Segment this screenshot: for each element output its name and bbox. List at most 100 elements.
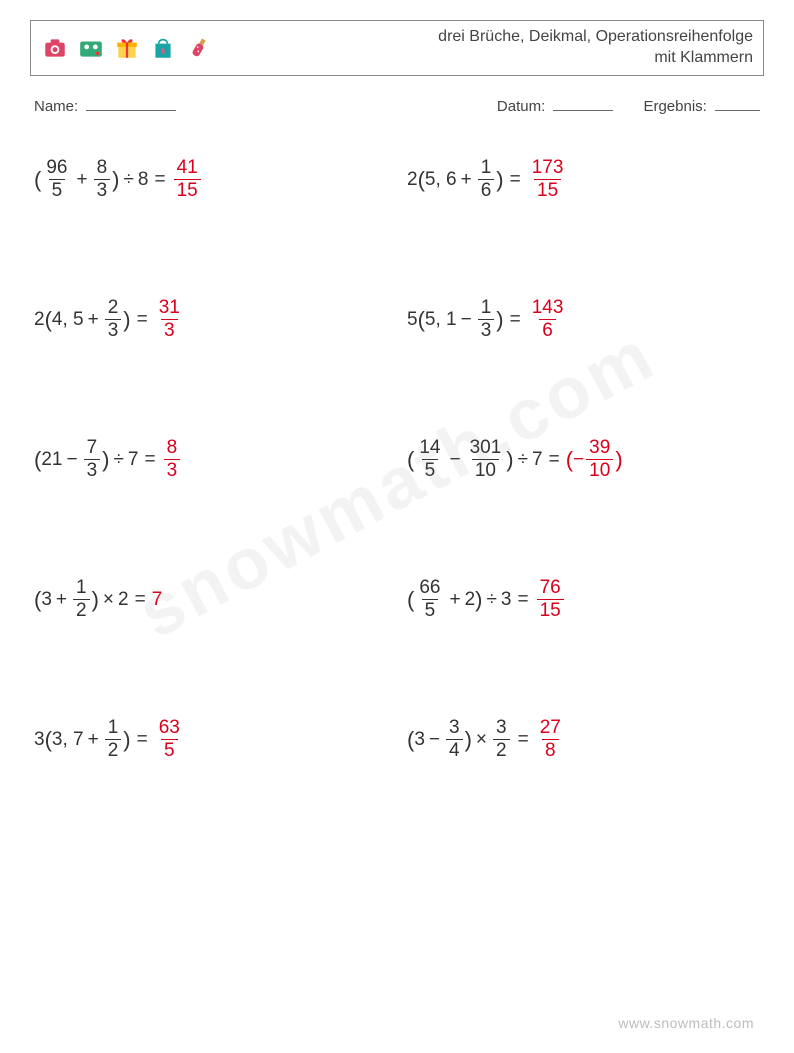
number-text: 2 (118, 590, 129, 609)
expression: (3−34)×32 (407, 718, 512, 761)
right-paren: ) (506, 449, 513, 471)
left-paren: ( (407, 729, 414, 751)
number-text: 7 (152, 590, 163, 609)
result-field: Ergebnis: (643, 96, 760, 115)
date-blank[interactable] (553, 96, 613, 111)
bottle-icon (185, 34, 213, 62)
left-paren: ( (45, 309, 52, 331)
answer: 635 (154, 718, 185, 761)
equals-sign: = (137, 730, 148, 749)
number-text: 5 (407, 310, 418, 329)
title-line-2: mit Klammern (438, 48, 753, 69)
operator: − (429, 730, 440, 749)
operator: + (88, 310, 99, 329)
problem-5: (21−73)÷ 7 = 83 (34, 435, 387, 485)
number-text: 4, 5 (52, 310, 84, 329)
fraction: 12 (73, 578, 90, 621)
expression: (21−73)÷ 7 (34, 438, 139, 481)
right-paren: ) (92, 589, 99, 611)
problem-6: (145−30110)÷7=(−3910) (407, 435, 760, 485)
number-text: 3 (501, 590, 512, 609)
bag-icon (149, 34, 177, 62)
fraction: 3910 (586, 438, 613, 481)
problem-10: (3−34)×32 = 278 (407, 715, 760, 765)
fraction: 16 (478, 158, 495, 201)
number-text: 2 (34, 310, 45, 329)
number-text: 5, 6 (425, 170, 457, 189)
meta-row: Name: Datum: Ergebnis: (30, 96, 764, 115)
fraction: 30110 (467, 438, 505, 481)
number-text: 2 (407, 170, 418, 189)
left-paren: ( (407, 589, 414, 611)
number-text: 7 (128, 450, 139, 469)
operator: + (461, 170, 472, 189)
operator: × (103, 590, 114, 609)
answer: (−3910) (566, 438, 623, 481)
number-text: 5, 1 (425, 310, 457, 329)
answer: 7 (152, 590, 163, 609)
equals-sign: = (518, 590, 529, 609)
right-paren: ) (615, 449, 622, 471)
answer: 278 (535, 718, 566, 761)
right-paren: ) (102, 449, 109, 471)
header-icons (41, 34, 213, 62)
number-text: 7 (532, 450, 543, 469)
problem-4: 5(5, 1−13)=1436 (407, 295, 760, 345)
problem-1: (965+83)÷8=4115 (34, 155, 387, 205)
expression: 2(4, 5+23) (34, 298, 131, 341)
equals-sign: = (155, 170, 166, 189)
equals-sign: = (518, 730, 529, 749)
problem-9: 3(3, 7+12)=635 (34, 715, 387, 765)
number-text: 2 (465, 590, 476, 609)
number-text: 21 (41, 450, 62, 469)
operator: + (76, 170, 87, 189)
problems-grid: (965+83)÷8=41152(5, 6+16)=173152(4, 5+23… (30, 145, 764, 775)
problem-2: 2(5, 6+16)=17315 (407, 155, 760, 205)
equals-sign: = (510, 310, 521, 329)
left-paren: ( (566, 449, 573, 471)
number-text: 3 (414, 730, 425, 749)
expression: (965+83)÷8 (34, 158, 149, 201)
operator: − (449, 450, 460, 469)
equals-sign: = (137, 310, 148, 329)
operator: ÷ (518, 450, 528, 469)
operator: ÷ (113, 450, 123, 469)
number-text: 3 (34, 730, 45, 749)
answer: 7615 (535, 578, 566, 621)
camera-icon (41, 34, 69, 62)
date-field: Datum: (497, 96, 614, 115)
left-paren: ( (34, 449, 41, 471)
operator: − (66, 450, 77, 469)
left-paren: ( (34, 589, 41, 611)
name-label: Name: (34, 98, 78, 115)
fraction: 635 (156, 718, 183, 761)
problem-3: 2(4, 5+23) = 313 (34, 295, 387, 345)
fraction: 83 (164, 438, 181, 481)
equals-sign: = (135, 590, 146, 609)
fraction: 12 (105, 718, 122, 761)
right-paren: ) (123, 729, 130, 751)
equals-sign: = (145, 450, 156, 469)
date-label: Datum: (497, 98, 545, 115)
fraction: 34 (446, 718, 463, 761)
number-text: 3 (41, 590, 52, 609)
worksheet-title: drei Brüche, Deikmal, Operationsreihenfo… (438, 27, 753, 69)
equals-sign: = (549, 450, 560, 469)
right-paren: ) (112, 169, 119, 191)
fraction: 965 (43, 158, 70, 201)
fraction: 83 (94, 158, 111, 201)
operator: + (449, 590, 460, 609)
result-blank[interactable] (715, 96, 760, 111)
fraction: 73 (84, 438, 101, 481)
result-label: Ergebnis: (643, 98, 706, 115)
equals-sign: = (510, 170, 521, 189)
worksheet-page: snowmath.com drei Brüche, Deikmal, Opera… (0, 0, 794, 1053)
fraction: 278 (537, 718, 564, 761)
answer: 17315 (527, 158, 569, 201)
title-line-1: drei Brüche, Deikmal, Operationsreihenfo… (438, 27, 753, 48)
right-paren: ) (475, 589, 482, 611)
number-text: 3, 7 (52, 730, 84, 749)
left-paren: ( (45, 729, 52, 751)
fraction: 313 (156, 298, 183, 341)
name-blank[interactable] (86, 96, 176, 111)
